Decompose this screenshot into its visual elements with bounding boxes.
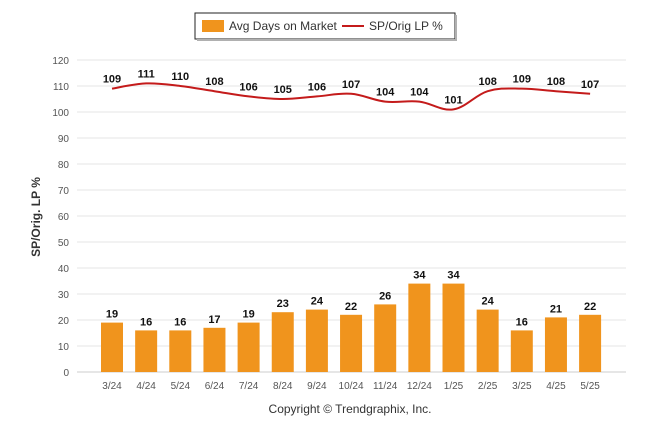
bar [408,283,431,372]
x-tick-label: 5/24 [171,381,191,392]
line-value-label: 110 [171,71,189,83]
line-value-label: 111 [138,68,155,80]
y-tick-label: 0 [63,368,69,379]
data-labels: 19 16 16 17 19 23 24 22 26 34 34 24 16 21 22 109 111 110 1… [103,68,599,328]
bar [169,330,192,372]
bar-value-label: 21 [550,303,562,315]
y-tick-label: 10 [58,342,70,353]
bar [203,327,226,372]
x-axis-ticks: 3/24 4/24 5/24 6/24 7/24 8/24 9/24 10/24 11/24 12… [102,381,600,392]
legend: Avg Days on Market SP/Orig LP % [194,12,457,41]
x-tick-label: 6/24 [205,381,225,392]
line-value-label: 105 [274,84,292,96]
legend-bar-label: Avg Days on Market [229,19,337,33]
bar [442,283,465,372]
line-value-label: 101 [444,94,462,106]
bar-value-label: 16 [516,316,528,328]
bar-value-label: 22 [345,301,357,313]
line-value-label: 106 [239,81,257,93]
x-tick-label: 4/25 [546,381,566,392]
bar [544,317,567,372]
y-tick-label: 70 [58,186,70,197]
bar [271,312,294,372]
x-tick-label: 9/24 [307,381,327,392]
bar-value-label: 16 [174,316,186,328]
x-tick-label: 5/25 [580,381,600,392]
bar-value-label: 26 [379,290,391,302]
x-tick-label: 12/24 [407,381,432,392]
line-value-label: 108 [205,76,223,88]
legend-frame [194,12,456,40]
line-value-label: 109 [103,74,121,86]
line-value-label: 107 [581,79,599,91]
legend-bar-swatch [202,20,224,32]
bar [101,322,123,372]
x-tick-label: 11/24 [373,381,398,392]
bar-value-label: 24 [311,296,324,308]
bar [374,304,397,372]
line-value-label: 104 [376,87,395,99]
y-tick-label: 120 [52,56,69,67]
y-tick-label: 80 [58,160,70,171]
copyright-footer: Copyright © Trendgraphix, Inc. [269,402,432,416]
bar-value-label: 16 [140,316,152,328]
bar-value-label: 17 [208,314,220,326]
bar-value-label: 23 [277,298,289,310]
x-tick-label: 1/25 [444,381,464,392]
line-value-label: 106 [308,81,326,93]
y-tick-label: 100 [52,108,69,119]
bar [340,314,363,372]
bar-value-label: 19 [242,309,254,321]
y-tick-label: 20 [58,316,70,327]
y-tick-label: 110 [53,82,69,93]
line-value-label: 109 [513,74,531,86]
legend-shadow [455,15,457,41]
line-value-label: 108 [478,76,496,88]
line-series [111,82,591,111]
grid [77,59,626,373]
bar-value-label: 34 [413,270,426,282]
x-tick-label: 10/24 [339,381,364,392]
bar-value-label: 19 [106,309,118,321]
x-tick-label: 2/25 [478,381,498,392]
legend-line-label: SP/Orig LP % [369,19,443,33]
bar [579,314,602,372]
line-value-label: 107 [342,79,360,91]
bar [237,322,260,372]
bar-value-label: 22 [584,301,596,313]
bar-value-label: 34 [447,270,460,282]
bar [476,309,499,372]
y-axis-ticks: 0 10 20 30 40 50 60 70 80 90 100 110 120 [52,56,69,379]
x-tick-label: 4/24 [136,381,156,392]
x-tick-label: 3/25 [512,381,532,392]
y-tick-label: 50 [58,238,70,249]
line-path [111,82,591,111]
legend-shadow-bottom [197,39,457,41]
y-axis-title: SP/Orig. LP % [29,177,43,257]
line-value-label: 104 [410,87,429,99]
x-tick-label: 7/24 [239,381,259,392]
y-tick-label: 40 [58,264,70,275]
y-tick-label: 90 [58,134,70,145]
bar-value-label: 24 [482,296,495,308]
bar [135,330,158,372]
bar [305,309,328,372]
y-tick-label: 60 [58,212,70,223]
x-tick-label: 8/24 [273,381,293,392]
bar-series [101,283,602,372]
y-tick-label: 30 [58,290,70,301]
bar [510,330,533,372]
line-value-label: 108 [547,76,565,88]
x-tick-label: 3/24 [102,381,122,392]
